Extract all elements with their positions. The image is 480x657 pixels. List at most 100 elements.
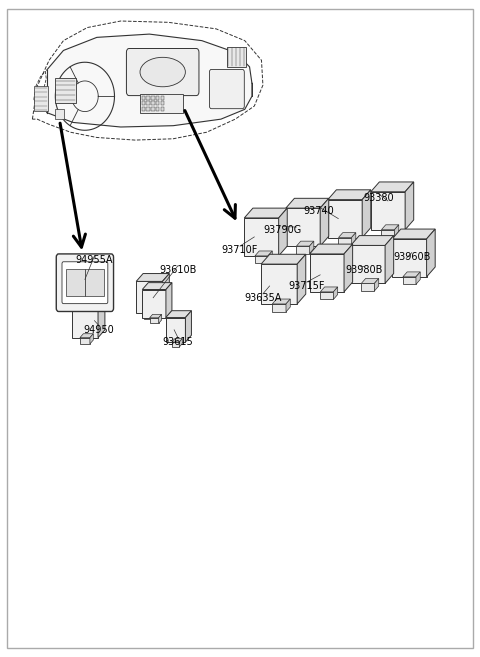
Polygon shape bbox=[142, 283, 172, 290]
Polygon shape bbox=[334, 287, 337, 300]
FancyBboxPatch shape bbox=[146, 101, 150, 105]
Polygon shape bbox=[261, 254, 306, 264]
Polygon shape bbox=[47, 34, 252, 127]
Text: 93740: 93740 bbox=[303, 206, 334, 215]
FancyBboxPatch shape bbox=[85, 269, 104, 296]
Polygon shape bbox=[395, 225, 399, 237]
Polygon shape bbox=[136, 273, 169, 281]
Text: 93380: 93380 bbox=[363, 193, 394, 202]
FancyBboxPatch shape bbox=[62, 261, 108, 304]
Text: 93635A: 93635A bbox=[244, 293, 282, 303]
Polygon shape bbox=[382, 225, 399, 230]
Polygon shape bbox=[255, 251, 272, 256]
Polygon shape bbox=[180, 338, 182, 347]
Polygon shape bbox=[374, 279, 379, 291]
Polygon shape bbox=[255, 256, 268, 263]
FancyBboxPatch shape bbox=[142, 106, 145, 110]
Polygon shape bbox=[144, 313, 154, 319]
Polygon shape bbox=[158, 314, 162, 323]
Polygon shape bbox=[320, 287, 337, 292]
FancyBboxPatch shape bbox=[55, 78, 76, 102]
Polygon shape bbox=[385, 236, 394, 283]
Polygon shape bbox=[172, 342, 180, 347]
FancyBboxPatch shape bbox=[227, 47, 246, 67]
Polygon shape bbox=[272, 299, 290, 304]
Polygon shape bbox=[361, 283, 374, 291]
FancyBboxPatch shape bbox=[161, 101, 164, 105]
Polygon shape bbox=[172, 338, 182, 342]
FancyBboxPatch shape bbox=[142, 101, 145, 105]
Text: 93610B: 93610B bbox=[159, 265, 197, 275]
Polygon shape bbox=[144, 309, 158, 313]
Polygon shape bbox=[338, 233, 356, 238]
FancyBboxPatch shape bbox=[66, 269, 85, 296]
FancyBboxPatch shape bbox=[140, 95, 183, 112]
FancyBboxPatch shape bbox=[146, 106, 150, 110]
Polygon shape bbox=[320, 292, 334, 300]
Polygon shape bbox=[405, 182, 414, 230]
Text: 93615: 93615 bbox=[163, 336, 193, 347]
Polygon shape bbox=[382, 230, 395, 237]
Polygon shape bbox=[185, 311, 192, 342]
Text: 93960B: 93960B bbox=[393, 252, 431, 261]
FancyBboxPatch shape bbox=[146, 97, 150, 100]
FancyBboxPatch shape bbox=[56, 254, 114, 311]
Polygon shape bbox=[416, 272, 420, 284]
Text: 93715F: 93715F bbox=[288, 281, 325, 291]
Polygon shape bbox=[351, 233, 356, 245]
Polygon shape bbox=[268, 251, 272, 263]
Polygon shape bbox=[286, 198, 329, 208]
FancyBboxPatch shape bbox=[55, 108, 64, 119]
FancyBboxPatch shape bbox=[151, 106, 155, 110]
Text: 93790G: 93790G bbox=[264, 225, 302, 235]
Polygon shape bbox=[297, 246, 310, 254]
Polygon shape bbox=[361, 279, 379, 283]
Text: 94950: 94950 bbox=[84, 325, 115, 335]
FancyBboxPatch shape bbox=[142, 97, 145, 100]
Polygon shape bbox=[272, 304, 286, 312]
Polygon shape bbox=[310, 254, 344, 292]
Polygon shape bbox=[310, 241, 314, 254]
Polygon shape bbox=[286, 208, 320, 246]
FancyBboxPatch shape bbox=[156, 101, 159, 105]
Text: 93980B: 93980B bbox=[346, 265, 383, 275]
Polygon shape bbox=[150, 318, 158, 323]
Polygon shape bbox=[351, 236, 394, 246]
FancyBboxPatch shape bbox=[126, 49, 199, 96]
Polygon shape bbox=[351, 246, 385, 283]
FancyBboxPatch shape bbox=[151, 97, 155, 100]
Polygon shape bbox=[80, 334, 93, 338]
Polygon shape bbox=[261, 264, 297, 304]
Polygon shape bbox=[166, 283, 172, 318]
Polygon shape bbox=[392, 239, 427, 277]
Polygon shape bbox=[286, 299, 290, 312]
Text: 94955A: 94955A bbox=[76, 255, 113, 265]
Polygon shape bbox=[344, 244, 353, 292]
Polygon shape bbox=[166, 311, 192, 317]
Ellipse shape bbox=[140, 57, 185, 87]
Polygon shape bbox=[297, 241, 314, 246]
FancyBboxPatch shape bbox=[161, 97, 164, 100]
Polygon shape bbox=[72, 306, 98, 338]
Polygon shape bbox=[427, 229, 435, 277]
Polygon shape bbox=[297, 254, 306, 304]
FancyBboxPatch shape bbox=[156, 106, 159, 110]
Polygon shape bbox=[136, 281, 162, 313]
Polygon shape bbox=[328, 190, 371, 200]
Polygon shape bbox=[142, 290, 166, 318]
FancyBboxPatch shape bbox=[151, 101, 155, 105]
Polygon shape bbox=[403, 272, 420, 277]
Polygon shape bbox=[150, 314, 162, 318]
FancyBboxPatch shape bbox=[156, 97, 159, 100]
Text: 93710F: 93710F bbox=[222, 245, 258, 255]
Polygon shape bbox=[98, 298, 105, 338]
FancyBboxPatch shape bbox=[34, 87, 48, 111]
Polygon shape bbox=[310, 244, 353, 254]
Polygon shape bbox=[320, 198, 329, 246]
Polygon shape bbox=[162, 273, 169, 313]
Polygon shape bbox=[279, 208, 287, 256]
Polygon shape bbox=[403, 277, 416, 284]
Polygon shape bbox=[371, 192, 405, 230]
Polygon shape bbox=[244, 208, 287, 218]
Polygon shape bbox=[362, 190, 371, 238]
